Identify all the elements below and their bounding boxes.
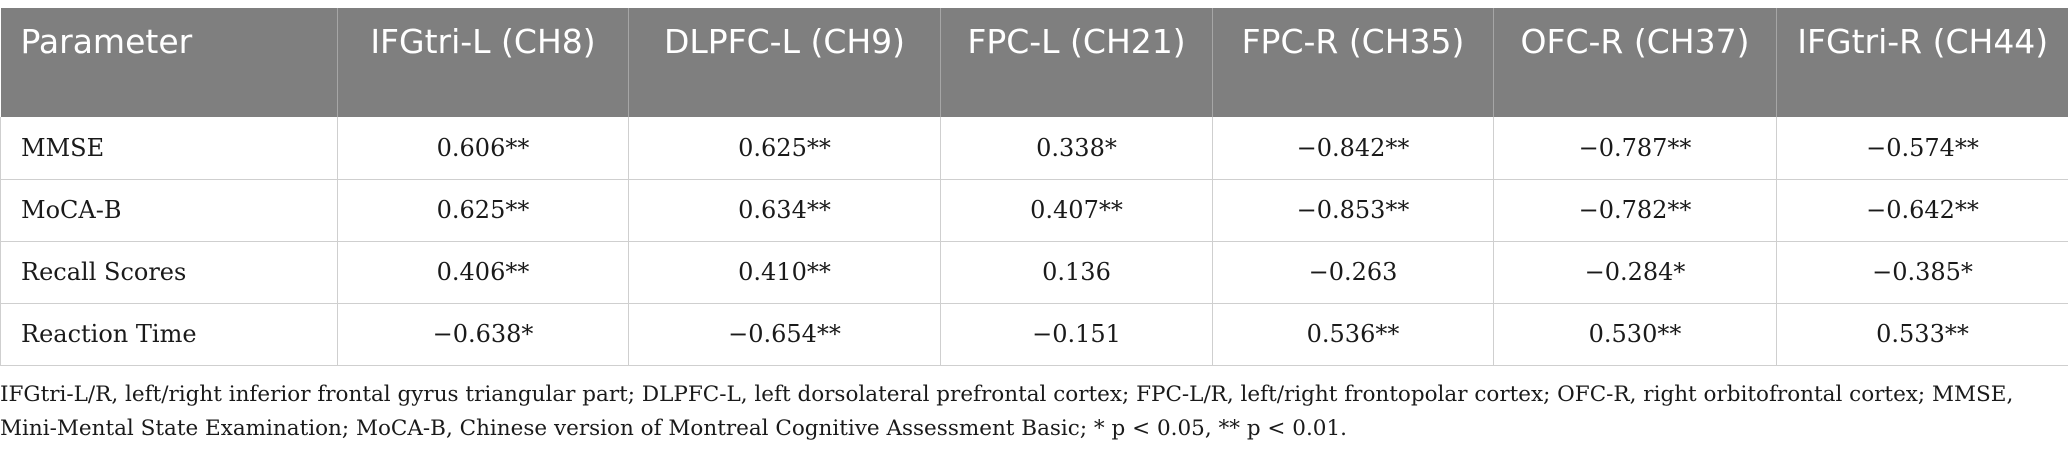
table-cell: 0.136 [940, 241, 1213, 304]
table-cell: −0.638* [337, 303, 629, 366]
table-row: Reaction Time −0.638* −0.654** −0.151 0.… [0, 303, 2068, 366]
table-cell: 0.625** [337, 179, 629, 242]
header-fpc-l: FPC-L (CH21) [940, 8, 1213, 117]
table-row: Recall Scores 0.406** 0.410** 0.136 −0.2… [0, 241, 2068, 304]
table-cell: −0.151 [940, 303, 1213, 366]
row-label: MMSE [0, 117, 338, 180]
table-row: MMSE 0.606** 0.625** 0.338* −0.842** −0.… [0, 117, 2068, 180]
footnote-line: IFGtri-L/R, left/right inferior frontal … [0, 382, 2014, 407]
table-footnote: IFGtri-L/R, left/right inferior frontal … [0, 378, 2060, 446]
table-cell: 0.406** [337, 241, 629, 304]
table-cell: −0.787** [1493, 117, 1777, 180]
header-parameter: Parameter [20, 22, 193, 61]
table-row: MoCA-B 0.625** 0.634** 0.407** −0.853** … [0, 179, 2068, 242]
header-ifgtri-l: IFGtri-L (CH8) [337, 8, 629, 117]
table-body: MMSE 0.606** 0.625** 0.338* −0.842** −0.… [0, 117, 2068, 366]
table-cell: −0.284* [1493, 241, 1777, 304]
table-cell: −0.642** [1776, 179, 2068, 242]
table-cell: 0.536** [1212, 303, 1494, 366]
table-cell: 0.533** [1776, 303, 2068, 366]
row-label: Reaction Time [0, 303, 338, 366]
correlation-table: Parameter IFGtri-L (CH8) DLPFC-L (CH9) F… [0, 8, 2068, 366]
footnote-line: Mini-Mental State Examination; MoCA-B, C… [0, 416, 1347, 441]
table-cell: −0.654** [628, 303, 941, 366]
table-cell: 0.634** [628, 179, 941, 242]
table-cell: −0.853** [1212, 179, 1494, 242]
header-dlpfc-l: DLPFC-L (CH9) [628, 8, 941, 117]
header-fpc-r: FPC-R (CH35) [1212, 8, 1494, 117]
table-cell: 0.410** [628, 241, 941, 304]
table-cell: 0.530** [1493, 303, 1777, 366]
table-cell: 0.407** [940, 179, 1213, 242]
table-cell: −0.782** [1493, 179, 1777, 242]
table-cell: −0.263 [1212, 241, 1494, 304]
table-cell: −0.842** [1212, 117, 1494, 180]
table-cell: 0.606** [337, 117, 629, 180]
row-label: MoCA-B [0, 179, 338, 242]
table-cell: −0.385* [1776, 241, 2068, 304]
header-row: Parameter IFGtri-L (CH8) DLPFC-L (CH9) F… [0, 8, 2068, 117]
header-ofc-r: OFC-R (CH37) [1493, 8, 1777, 117]
header-ifgtri-r: IFGtri-R (CH44) [1776, 8, 2068, 117]
row-label: Recall Scores [0, 241, 338, 304]
table-cell: −0.574** [1776, 117, 2068, 180]
table-cell: 0.338* [940, 117, 1213, 180]
table-header: Parameter IFGtri-L (CH8) DLPFC-L (CH9) F… [0, 8, 2068, 117]
table-cell: 0.625** [628, 117, 941, 180]
